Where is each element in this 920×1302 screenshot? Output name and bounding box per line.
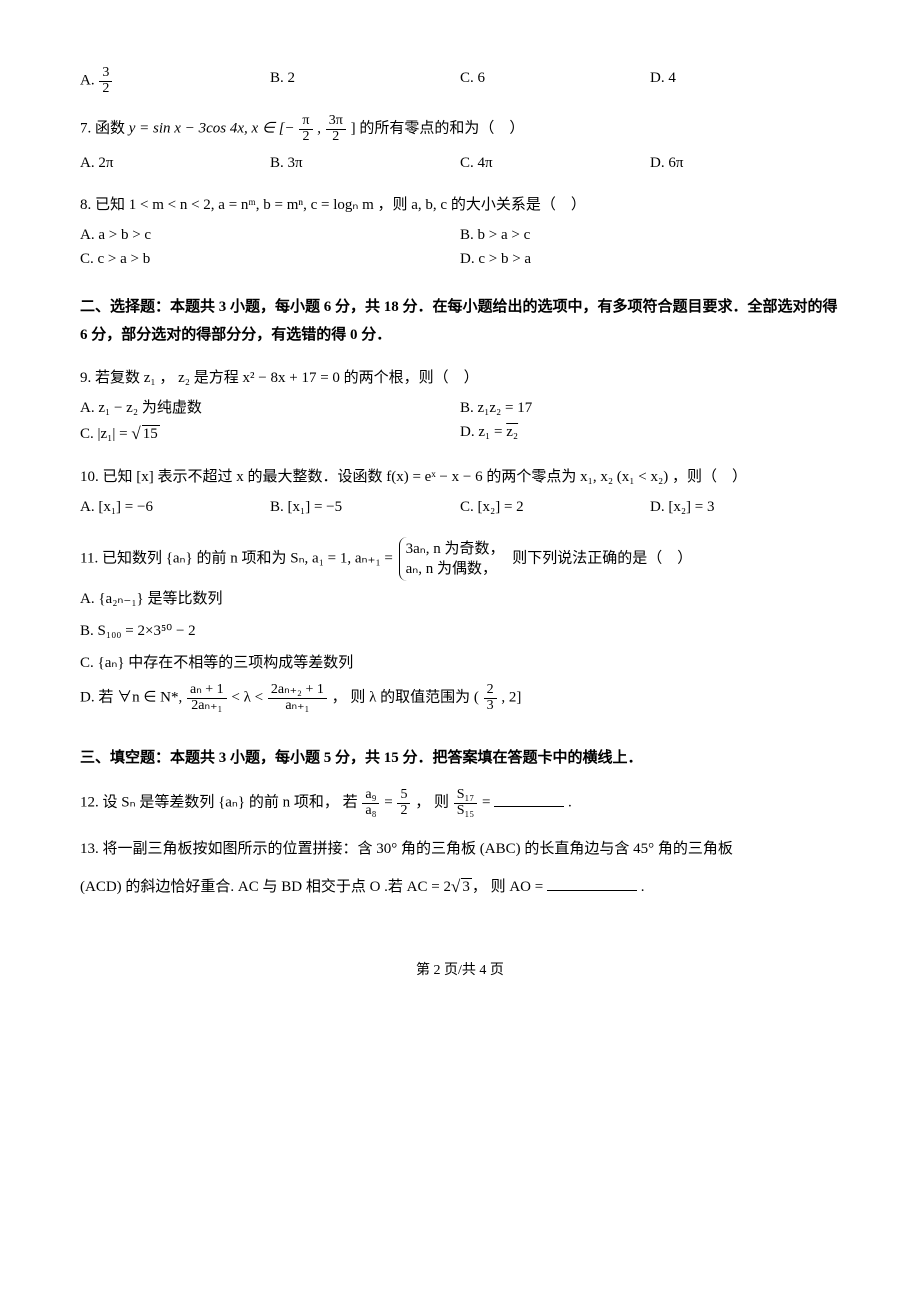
option-b: B. S₁₀₀ = 2×3⁵⁰ − 2 [80, 619, 840, 643]
conjugate: z₂ [506, 424, 518, 440]
case-2: aₙ, n 为偶数， [406, 559, 505, 579]
radical-icon: √ [451, 877, 460, 896]
comma: , [317, 121, 325, 137]
interval-close: , 2] [501, 690, 521, 706]
option-c: C. {aₙ} 中存在不相等的三项构成等差数列 [80, 651, 840, 675]
eq-2: = [482, 795, 494, 811]
sqrt-value: 3 [461, 878, 472, 895]
option-a: A. {a₂ₙ₋₁} 是等比数列 [80, 587, 840, 611]
then: ， 则 [415, 795, 453, 811]
options: A. 2π B. 3π C. 4π D. 6π [80, 151, 840, 175]
frac-2: 3π 2 [326, 114, 346, 144]
option-d: D. 若 ∀n ∈ N*, aₙ + 1 2aₙ₊₁ < λ < 2aₙ₊₂ +… [80, 683, 840, 713]
question-9: 9. 若复数 z₁ ， z₂ 是方程 x² − 8x + 17 = 0 的两个根… [80, 366, 840, 447]
options: A. {a₂ₙ₋₁} 是等比数列 B. S₁₀₀ = 2×3⁵⁰ − 2 C. … [80, 587, 840, 721]
section-3-header: 三、填空题：本题共 3 小题，每小题 5 分，共 15 分．把答案填在答题卡中的… [80, 744, 840, 773]
opt-d-pre: D. 若 ∀n ∈ N*, [80, 690, 186, 706]
lt-1: < λ < [231, 690, 266, 706]
stem: 11. 已知数列 {aₙ} 的前 n 项和为 Sₙ, a₁ = 1, aₙ₊₁ … [80, 537, 840, 582]
frac-1: a₉ a₈ [362, 788, 379, 818]
option-b: B. 3π [270, 151, 460, 175]
stem-pre: 7. 函数 [80, 121, 129, 137]
options: A. z₁ − z₂ 为纯虚数 B. z₁z₂ = 17 C. |z₁| = √… [80, 396, 840, 447]
line-2: (ACD) 的斜边恰好重合. AC 与 BD 相交于点 O .若 AC = 2√… [80, 873, 840, 900]
option-d: D. c > b > a [460, 247, 840, 271]
line-1: 13. 将一副三角板按如图所示的位置拼接：含 30° 角的三角板 (ABC) 的… [80, 837, 840, 861]
options: A. 3 2 B. 2 C. 6 D. 4 [80, 66, 840, 96]
option-c: C. [x₂] = 2 [460, 495, 650, 519]
frac-3: S₁₇ S₁₅ [454, 788, 478, 818]
stem-post: ] 的所有零点的和为（ ） [351, 121, 525, 137]
option-c: C. c > a > b [80, 247, 460, 271]
question-13: 13. 将一副三角板按如图所示的位置拼接：含 30° 角的三角板 (ABC) 的… [80, 837, 840, 900]
stem: 9. 若复数 z₁ ， z₂ 是方程 x² − 8x + 17 = 0 的两个根… [80, 366, 840, 390]
option-b: B. b > a > c [460, 223, 840, 247]
frac-2: 2aₙ₊₂ + 1 aₙ₊₁ [268, 683, 327, 713]
option-d: D. z₁ = z₂ [460, 420, 840, 447]
frac-1: aₙ + 1 2aₙ₊₁ [187, 683, 227, 713]
option-d: D. 4 [650, 66, 840, 96]
answer-blank [547, 875, 637, 891]
frac-2: 5 2 [397, 788, 410, 818]
option-d: D. 6π [650, 151, 840, 175]
question-12: 12. 设 Sₙ 是等差数列 {aₙ} 的前 n 项和， 若 a₉ a₈ = 5… [80, 788, 840, 818]
stem: 8. 已知 1 < m < n < 2, a = nᵐ, b = mⁿ, c =… [80, 193, 840, 217]
line2-pre: (ACD) 的斜边恰好重合. AC 与 BD 相交于点 O .若 AC = 2 [80, 879, 451, 895]
option-b: B. z₁z₂ = 17 [460, 396, 840, 420]
stem: 10. 已知 [x] 表示不超过 x 的最大整数．设函数 f(x) = eˣ −… [80, 465, 840, 489]
options: A. [x₁] = −6 B. [x₁] = −5 C. [x₂] = 2 D.… [80, 495, 840, 519]
frac-interval: 2 3 [484, 683, 497, 713]
page-footer: 第 2 页/共 4 页 [80, 960, 840, 982]
option-c: C. |z₁| = √15 [80, 420, 460, 447]
opt-prefix: A. [80, 73, 98, 89]
sqrt-value: 15 [142, 425, 160, 442]
stem-post: 则下列说法正确的是（ ） [512, 551, 692, 567]
answer-blank [494, 791, 564, 807]
stem-pre: 11. 已知数列 {aₙ} 的前 n 项和为 Sₙ, a₁ = 1, aₙ₊₁ … [80, 551, 397, 567]
piecewise: 3aₙ, n 为奇数， aₙ, n 为偶数， [399, 537, 509, 582]
fraction: 3 2 [99, 66, 112, 96]
options: A. a > b > c B. b > a > c C. c > a > b D… [80, 223, 840, 271]
question-11: 11. 已知数列 {aₙ} 的前 n 项和为 Sₙ, a₁ = 1, aₙ₊₁ … [80, 537, 840, 722]
radical-icon: √ [131, 424, 140, 443]
question-10: 10. 已知 [x] 表示不超过 x 的最大整数．设函数 f(x) = eˣ −… [80, 465, 840, 519]
option-a: A. z₁ − z₂ 为纯虚数 [80, 396, 460, 420]
stem-pre: 12. 设 Sₙ 是等差数列 {aₙ} 的前 n 项和， 若 [80, 795, 361, 811]
question-8: 8. 已知 1 < m < n < 2, a = nᵐ, b = mⁿ, c =… [80, 193, 840, 271]
eq-1: = [384, 795, 396, 811]
stem: 7. 函数 y = sin x − 3cos 4x, x ∈ [− π 2 , … [80, 114, 840, 144]
func-expr: y = sin x − 3cos 4x, x ∈ [− [129, 121, 295, 137]
option-c: C. 6 [460, 66, 650, 96]
section-2-header: 二、选择题：本题共 3 小题，每小题 6 分，共 18 分．在每小题给出的选项中… [80, 293, 840, 350]
opt-d-pre: D. z₁ = [460, 424, 506, 440]
frac-1: π 2 [299, 114, 312, 144]
period: . [641, 879, 645, 895]
opt-c-pre: C. |z₁| = [80, 426, 131, 442]
option-a: A. 3 2 [80, 66, 270, 96]
interval-open: ( [474, 690, 479, 706]
question-7: 7. 函数 y = sin x − 3cos 4x, x ∈ [− π 2 , … [80, 114, 840, 174]
option-a: A. a > b > c [80, 223, 460, 247]
option-a: A. [x₁] = −6 [80, 495, 270, 519]
option-c: C. 4π [460, 151, 650, 175]
option-b: B. 2 [270, 66, 460, 96]
option-d: D. [x₂] = 3 [650, 495, 840, 519]
option-b: B. [x₁] = −5 [270, 495, 460, 519]
line2-post: ， 则 AO = [472, 879, 547, 895]
question-6-options: A. 3 2 B. 2 C. 6 D. 4 [80, 66, 840, 96]
mid-2: ， 则 λ 的取值范围为 [332, 690, 474, 706]
option-a: A. 2π [80, 151, 270, 175]
period: . [568, 795, 572, 811]
case-1: 3aₙ, n 为奇数， [406, 539, 505, 559]
